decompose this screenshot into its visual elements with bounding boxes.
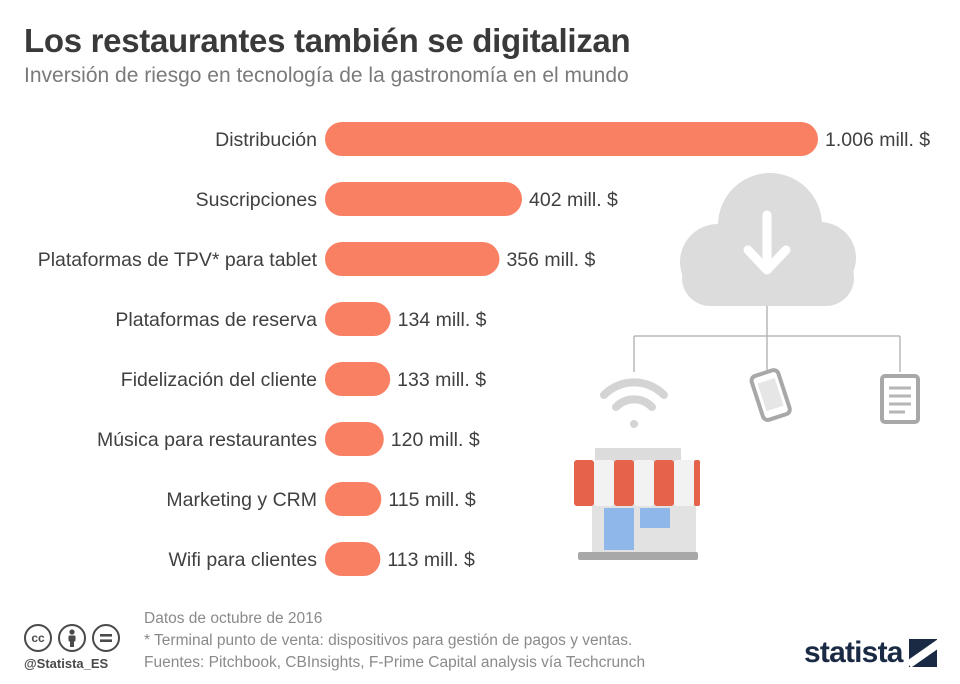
- bar-1: [325, 182, 523, 216]
- cloud-download-icon: [680, 173, 856, 306]
- value-label-5: 120 mill. $: [391, 429, 480, 451]
- storefront-icon: [574, 448, 700, 560]
- bar-4: [325, 362, 391, 396]
- value-label-2: 356 mill. $: [506, 249, 595, 271]
- illustration: [574, 173, 920, 560]
- tablet-icon: [880, 374, 920, 424]
- bar-0: [325, 122, 818, 156]
- smartphone-icon: [749, 368, 792, 422]
- bar-5: [325, 422, 384, 456]
- license-icons: cc: [24, 624, 120, 652]
- category-label-1: Suscripciones: [196, 189, 318, 211]
- chart-title: Los restaurantes también se digitalizan: [24, 22, 631, 59]
- category-label-2: Plataformas de TPV* para tablet: [38, 249, 318, 271]
- footnote-date: Datos de octubre de 2016: [144, 610, 323, 627]
- value-label-1: 402 mill. $: [529, 189, 618, 211]
- category-label-4: Fidelización del cliente: [121, 369, 317, 391]
- social-handle: @Statista_ES: [24, 656, 109, 671]
- bar-2: [325, 242, 500, 276]
- value-label-4: 133 mill. $: [397, 369, 486, 391]
- chart-subtitle: Inversión de riesgo en tecnología de la …: [24, 64, 629, 87]
- by-icon: [58, 624, 86, 652]
- footnotes: Datos de octubre de 2016 * Terminal punt…: [144, 608, 645, 674]
- statista-mark-icon: [908, 639, 937, 667]
- category-label-3: Plataformas de reserva: [115, 309, 317, 331]
- wifi-icon: [600, 378, 668, 428]
- footnote-sources: Fuentes: Pitchbook, CBInsights, F-Prime …: [144, 654, 646, 671]
- category-label-5: Música para restaurantes: [97, 429, 317, 451]
- value-label-0: 1.006 mill. $: [825, 129, 930, 151]
- cc-icon: cc: [24, 624, 52, 652]
- footnote-definition: * Terminal punto de venta: dispositivos …: [144, 632, 633, 649]
- bar-3: [325, 302, 391, 336]
- category-label-7: Wifi para clientes: [169, 549, 318, 571]
- value-label-3: 134 mill. $: [398, 309, 487, 331]
- nd-icon: [92, 624, 120, 652]
- bar-7: [325, 542, 381, 576]
- brand-name: statista: [804, 636, 903, 669]
- value-label-7: 113 mill. $: [387, 549, 475, 571]
- category-label-0: Distribución: [215, 129, 317, 151]
- bar-6: [325, 482, 382, 516]
- statista-logo[interactable]: statista: [804, 636, 937, 670]
- value-label-6: 115 mill. $: [388, 489, 476, 511]
- category-label-6: Marketing y CRM: [166, 489, 317, 511]
- network-lines: [633, 306, 901, 372]
- bars-layer: Distribución 1.006 mill. $ Suscripciones 40…: [38, 122, 930, 576]
- bar-chart: Distribución 1.006 mill. $ Suscripciones 40…: [38, 122, 930, 576]
